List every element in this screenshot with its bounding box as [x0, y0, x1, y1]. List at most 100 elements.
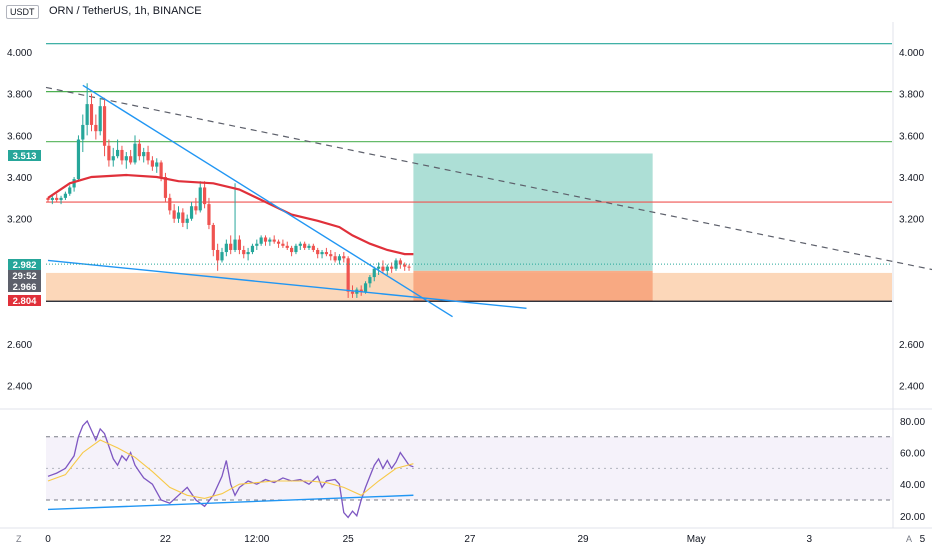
candle-body [307, 245, 311, 248]
candle-body [272, 239, 276, 242]
currency-badge[interactable]: USDT [6, 5, 39, 19]
candle-body [142, 152, 146, 157]
candle-body [76, 139, 81, 180]
candle-body [381, 266, 385, 271]
candle-body [137, 143, 141, 157]
candle-body [85, 104, 89, 125]
price-tick-label: 3.400 [899, 173, 924, 184]
time-tick-label: 5 [920, 534, 926, 545]
candle-body [198, 187, 202, 211]
price-tick-label-left: 4.000 [7, 48, 32, 59]
candle-body [342, 256, 346, 259]
candle-body [146, 152, 150, 161]
auto-scale-button[interactable]: A [906, 534, 913, 544]
candle-body [94, 124, 98, 132]
price-badge-bg [8, 281, 41, 292]
candle-body [346, 258, 350, 292]
candle-body [155, 162, 159, 167]
chart-title: ORN / TetherUS, 1h, BINANCE [49, 5, 202, 17]
chart-header: USDT ORN / TetherUS, 1h, BINANCE [0, 0, 932, 22]
candle-body [72, 179, 76, 188]
candle-body [89, 104, 94, 125]
ema-line [47, 173, 414, 256]
candle-body [55, 197, 59, 200]
time-tick-label: 29 [577, 534, 589, 545]
candle-body [294, 245, 298, 253]
candle-body [133, 143, 137, 163]
candle-body [407, 266, 411, 268]
price-tick-label: 3.600 [899, 131, 924, 142]
candle-body [324, 252, 328, 255]
candle-body [68, 187, 72, 194]
candle-body [285, 245, 289, 248]
price-tick-label-left: 2.400 [7, 381, 32, 392]
candle-body [246, 252, 250, 255]
candle-body [229, 243, 233, 250]
candle-body [368, 277, 372, 284]
price-badge: 2.982 [13, 260, 37, 271]
candle-body [189, 206, 194, 219]
candle-body [172, 210, 176, 219]
rsi-ma-line [47, 439, 414, 499]
candle-body [363, 283, 368, 292]
time-tick-label: 0 [45, 534, 51, 545]
price-tick-label-left: 3.800 [7, 90, 32, 101]
candle-body [359, 289, 363, 292]
candle-body [102, 106, 107, 146]
timezone-button[interactable]: Z [16, 534, 22, 544]
candle-body [120, 149, 124, 161]
candle-body [98, 106, 102, 132]
trendline-1 [47, 259, 527, 310]
time-tick-label: 27 [464, 534, 476, 545]
candle-body [233, 239, 237, 250]
candle-body [129, 156, 133, 163]
candle-body [211, 224, 215, 250]
price-badge: 2.966 [13, 282, 37, 293]
candle-body [377, 266, 381, 269]
candle-body [107, 145, 111, 161]
candle-body [390, 266, 394, 269]
price-tick-label: 3.200 [899, 215, 924, 226]
time-tick-label: 12:00 [244, 534, 269, 545]
time-tick-label: May [687, 534, 706, 545]
candle-body [350, 291, 355, 294]
candle-body [181, 212, 185, 223]
price-badge-bg [8, 259, 41, 270]
candle-body [207, 204, 211, 225]
candle-body [116, 149, 120, 157]
candle-body [385, 266, 389, 271]
candle-body [398, 260, 402, 265]
time-tick-label: 25 [343, 534, 355, 545]
candle-body [124, 156, 128, 161]
candle-body [320, 252, 324, 255]
candle-body [163, 177, 168, 198]
rsi-trendline [47, 494, 414, 511]
candle-body [50, 197, 54, 200]
candle-body [59, 197, 63, 200]
candle-body [237, 239, 241, 250]
rsi-tick-label: 80.00 [900, 417, 925, 428]
trendline-0 [82, 84, 453, 318]
candle-body [333, 256, 337, 261]
price-tick-label: 3.800 [899, 90, 924, 101]
profit-zone [413, 153, 653, 271]
candle-body [303, 243, 307, 248]
candle-body [394, 260, 398, 269]
time-tick-label: 3 [806, 534, 812, 545]
rsi-tick-label: 60.00 [900, 449, 925, 460]
candle-body [194, 206, 198, 211]
price-badge: 2.804 [13, 296, 37, 307]
candle-body [372, 268, 376, 278]
candle-body [281, 243, 285, 246]
candle-body [259, 237, 263, 244]
candle-body [403, 264, 407, 267]
candle-body [111, 156, 115, 161]
candle-body [63, 193, 67, 198]
candle-body [250, 245, 255, 253]
candle-body [329, 254, 333, 257]
candle-body [337, 256, 342, 261]
rsi-band [46, 436, 892, 500]
loss-zone [413, 270, 653, 302]
